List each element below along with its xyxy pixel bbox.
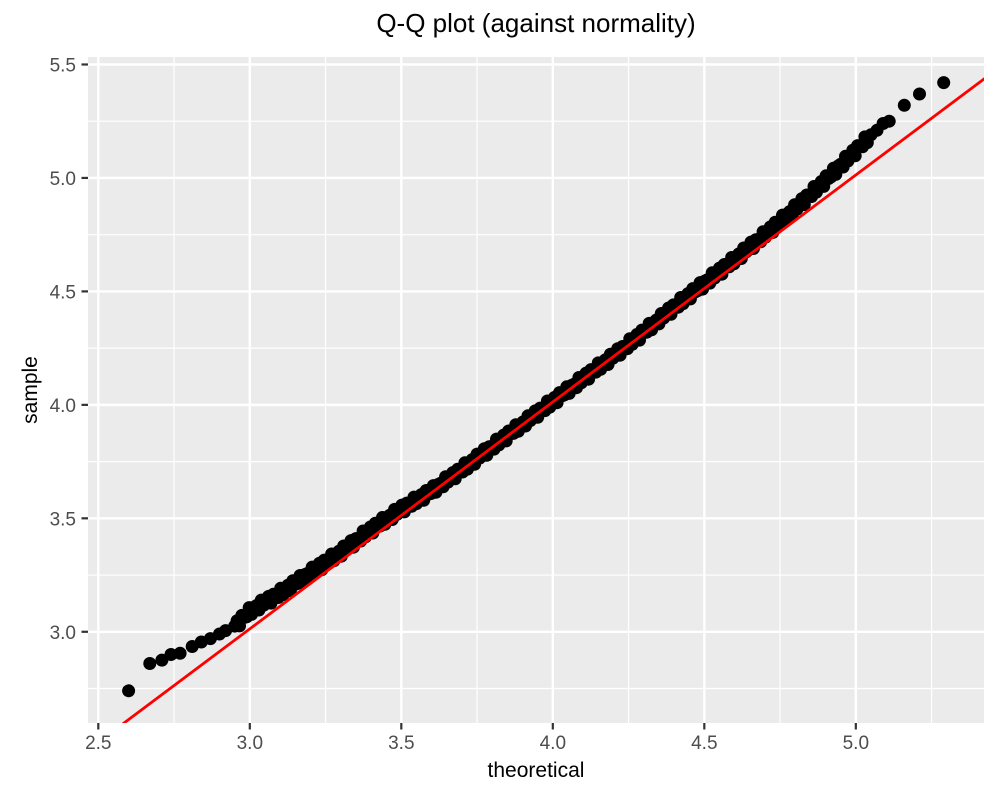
y-tick-label: 5.0: [50, 169, 76, 190]
x-tick-label: 4.0: [540, 733, 566, 754]
minor-gridlines: [88, 57, 984, 723]
x-tick-label: 3.5: [388, 733, 414, 754]
y-axis-ticks: 3.0 3.5 4.0 4.5 5.0 5.5: [50, 55, 88, 644]
reference-line: [121, 77, 984, 723]
y-tick-label: 3.5: [50, 509, 76, 530]
x-axis-label: theoretical: [488, 759, 585, 782]
scatter-tail-points: [122, 76, 951, 698]
major-gridlines: [88, 57, 984, 723]
x-tick-label: 2.5: [85, 733, 111, 754]
y-tick-label: 4.0: [50, 396, 76, 417]
y-axis-label: sample: [19, 356, 42, 424]
y-tick-label: 3.0: [50, 623, 76, 644]
x-axis-ticks: 2.5 3.0 3.5 4.0 4.5 5.0: [85, 723, 869, 754]
chart-title: Q-Q plot (against normality): [376, 8, 695, 38]
x-tick-label: 3.0: [237, 733, 263, 754]
y-tick-label: 5.5: [50, 55, 76, 76]
x-tick-label: 4.5: [691, 733, 717, 754]
y-tick-label: 4.5: [50, 282, 76, 303]
x-tick-label: 5.0: [843, 733, 869, 754]
